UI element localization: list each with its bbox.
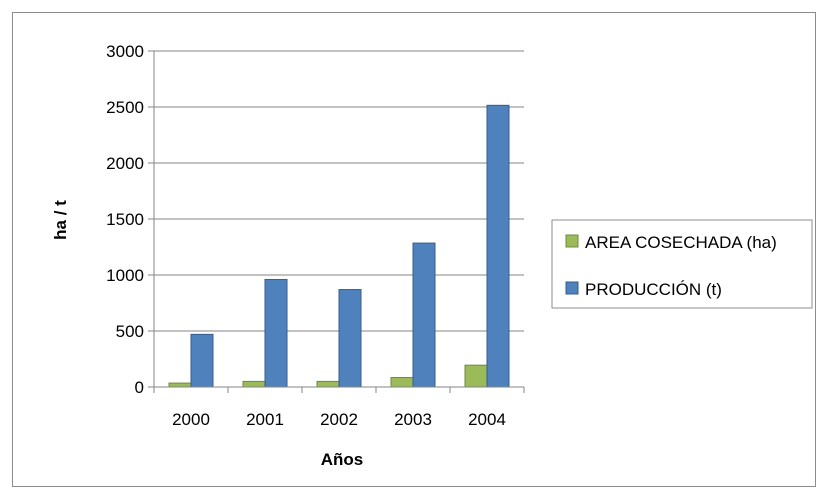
bar-area-2004 <box>464 364 488 388</box>
x-tick-label: 2001 <box>246 410 284 429</box>
bar-produccion-2004 <box>486 104 510 388</box>
y-axis-title: ha / t <box>51 200 70 240</box>
y-tick-label: 2000 <box>106 154 144 173</box>
bar-produccion-2000 <box>190 333 214 388</box>
bar-area-2001 <box>242 380 266 388</box>
legend-swatch-area <box>565 234 579 248</box>
gridlines <box>154 50 524 332</box>
y-tick-label: 3000 <box>106 42 144 61</box>
legend-label-produccion: PRODUCCIÓN (t) <box>585 280 722 299</box>
x-tick-label: 2002 <box>320 410 358 429</box>
bars <box>168 104 510 388</box>
y-tick-label: 500 <box>116 322 144 341</box>
y-tick-label: 0 <box>135 378 144 397</box>
bar-area-2000 <box>168 382 192 388</box>
x-axis-ticks: 2000 2001 2002 2003 2004 <box>153 387 525 429</box>
legend: AREA COSECHADA (ha) PRODUCCIÓN (t) <box>551 219 813 309</box>
bar-produccion-2003 <box>412 242 436 388</box>
legend-box <box>551 219 813 309</box>
legend-swatch-produccion <box>565 281 579 295</box>
axes <box>153 51 524 388</box>
x-tick-label: 2003 <box>394 410 432 429</box>
bar-produccion-2001 <box>264 278 288 388</box>
x-axis-title: Años <box>321 450 364 469</box>
y-tick-label: 1500 <box>106 210 144 229</box>
x-tick-label: 2000 <box>172 410 210 429</box>
y-tick-label: 1000 <box>106 266 144 285</box>
bar-area-2003 <box>390 376 414 388</box>
bar-produccion-2002 <box>338 289 362 388</box>
y-axis-ticks: 0 500 1000 1500 2000 2500 3000 <box>106 42 154 397</box>
x-tick-label: 2004 <box>468 410 506 429</box>
legend-label-area: AREA COSECHADA (ha) <box>585 233 777 252</box>
y-tick-label: 2500 <box>106 98 144 117</box>
bar-area-2002 <box>316 380 340 388</box>
